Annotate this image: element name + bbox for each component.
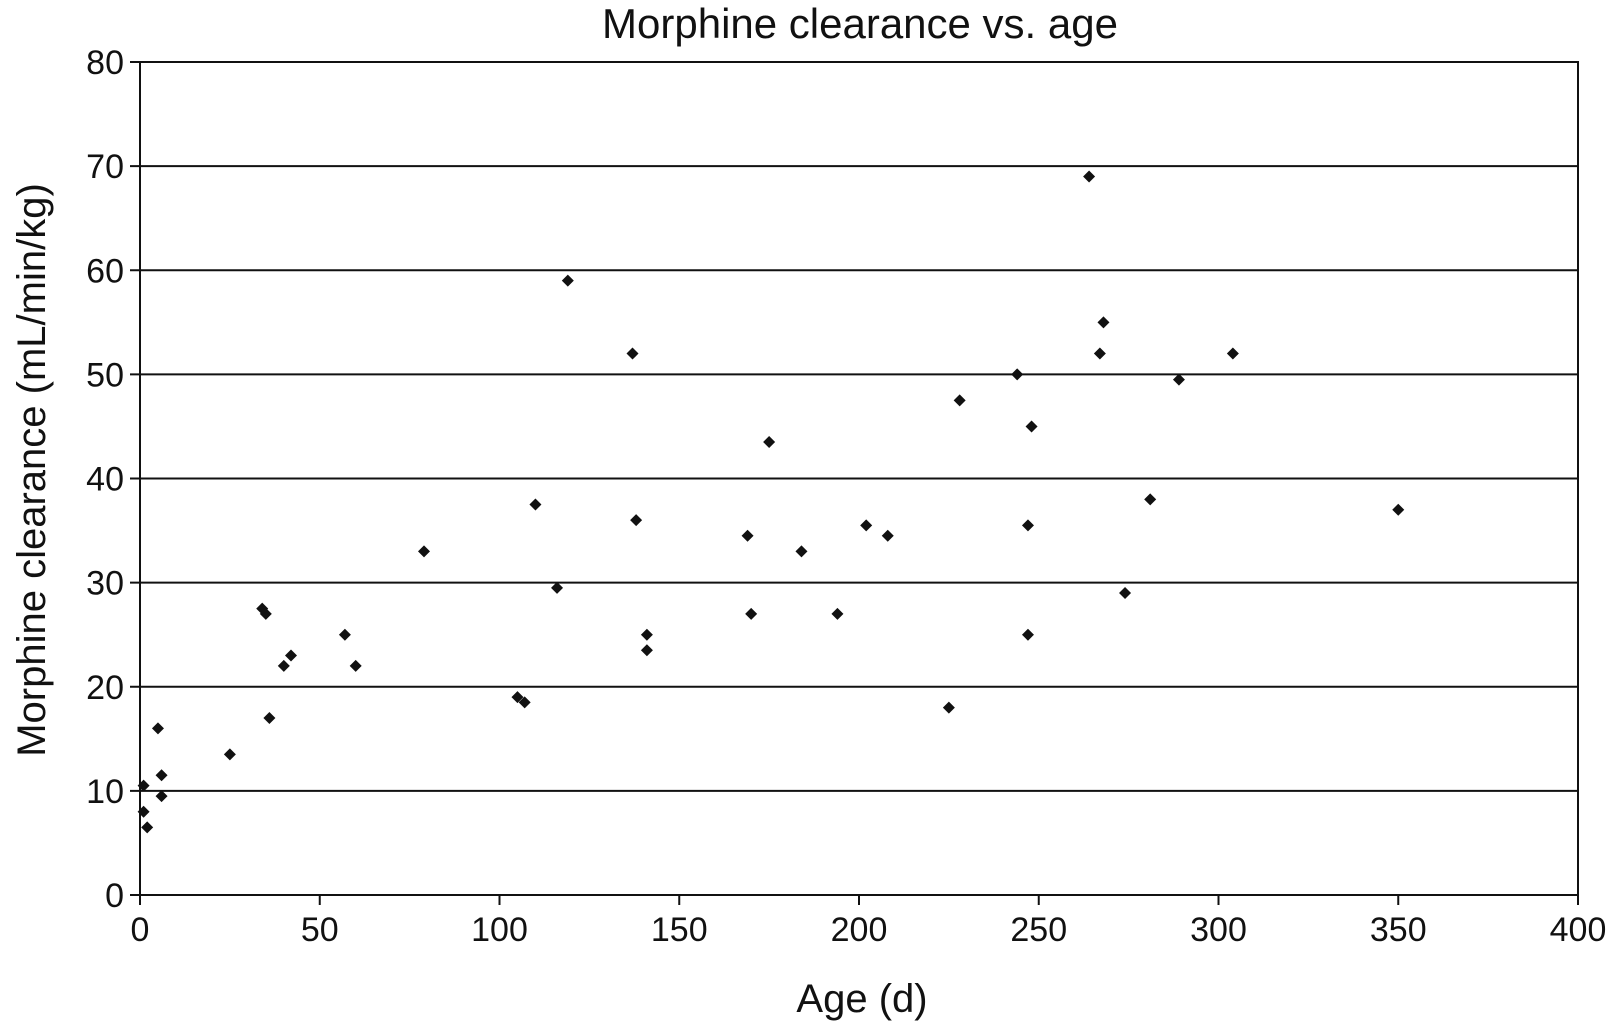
x-tick-label-250: 250 xyxy=(1010,911,1067,949)
data-point-14 xyxy=(418,545,431,558)
data-point-25 xyxy=(745,607,758,620)
x-tick-label-50: 50 xyxy=(301,911,339,949)
data-point-10 xyxy=(277,659,290,672)
y-axis-title: Morphine clearance (mL/min/kg) xyxy=(10,183,54,757)
data-point-8 xyxy=(259,607,272,620)
data-point-40 xyxy=(1119,587,1132,600)
data-point-43 xyxy=(1226,347,1239,360)
data-point-17 xyxy=(529,498,542,511)
data-point-41 xyxy=(1144,493,1157,506)
x-tick-label-300: 300 xyxy=(1190,911,1247,949)
data-point-11 xyxy=(284,649,297,662)
data-point-16 xyxy=(518,696,531,709)
data-point-36 xyxy=(1025,420,1038,433)
x-axis-ticks: 0 50 100 150 200 250 300 350 400 xyxy=(131,895,1607,949)
data-point-31 xyxy=(942,701,955,714)
data-point-1 xyxy=(137,805,150,818)
y-tick-label-50: 50 xyxy=(86,356,124,394)
x-tick-label-150: 150 xyxy=(651,911,708,949)
x-tick-label-0: 0 xyxy=(131,911,150,949)
data-point-0 xyxy=(137,779,150,792)
data-point-19 xyxy=(561,274,574,287)
data-point-42 xyxy=(1172,373,1185,386)
y-axis-ticks: 0 10 20 30 40 50 60 70 80 xyxy=(86,44,140,915)
data-point-30 xyxy=(881,529,894,542)
grid-lines xyxy=(140,165,1578,792)
data-point-27 xyxy=(795,545,808,558)
y-tick-label-20: 20 xyxy=(86,669,124,707)
y-tick-label-70: 70 xyxy=(86,148,124,186)
data-point-15 xyxy=(511,691,524,704)
data-point-23 xyxy=(640,644,653,657)
y-tick-label-80: 80 xyxy=(86,44,124,82)
data-point-34 xyxy=(1021,519,1034,532)
data-point-3 xyxy=(151,722,164,735)
x-tick-label-200: 200 xyxy=(831,911,888,949)
y-tick-label-30: 30 xyxy=(86,565,124,603)
x-tick-label-350: 350 xyxy=(1370,911,1427,949)
chart-title: Morphine clearance vs. age xyxy=(602,0,1118,47)
data-point-38 xyxy=(1093,347,1106,360)
data-point-39 xyxy=(1097,316,1110,329)
data-point-6 xyxy=(223,748,236,761)
data-point-32 xyxy=(953,394,966,407)
data-point-2 xyxy=(141,821,154,834)
x-tick-label-100: 100 xyxy=(471,911,528,949)
data-point-35 xyxy=(1021,628,1034,641)
data-point-26 xyxy=(763,436,776,449)
x-tick-label-400: 400 xyxy=(1550,911,1607,949)
data-point-13 xyxy=(349,659,362,672)
data-points xyxy=(137,170,1405,834)
data-point-21 xyxy=(630,514,643,527)
data-point-33 xyxy=(1011,368,1024,381)
y-tick-label-0: 0 xyxy=(105,877,124,915)
y-tick-label-60: 60 xyxy=(86,252,124,290)
y-tick-label-40: 40 xyxy=(86,461,124,499)
data-point-4 xyxy=(155,769,168,782)
y-tick-label-10: 10 xyxy=(86,773,124,811)
data-point-37 xyxy=(1083,170,1096,183)
data-point-22 xyxy=(640,628,653,641)
data-point-20 xyxy=(626,347,639,360)
data-point-28 xyxy=(831,607,844,620)
data-point-5 xyxy=(155,790,168,803)
data-point-44 xyxy=(1392,503,1405,516)
data-point-18 xyxy=(551,581,564,594)
data-point-29 xyxy=(860,519,873,532)
data-point-12 xyxy=(338,628,351,641)
data-point-9 xyxy=(263,711,276,724)
x-axis-title: Age (d) xyxy=(796,977,927,1021)
data-point-24 xyxy=(741,529,754,542)
